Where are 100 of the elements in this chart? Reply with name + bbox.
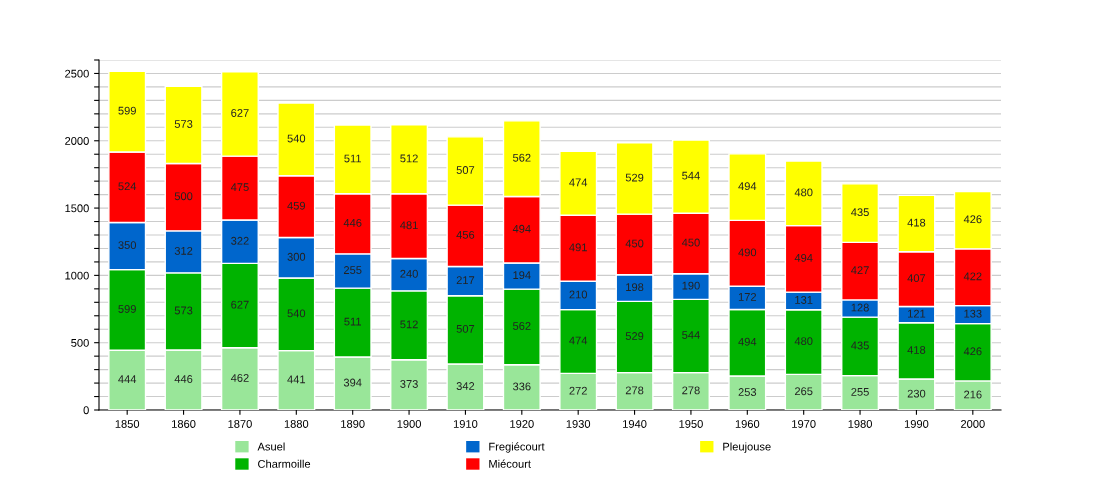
data-label: 494 — [512, 224, 531, 233]
x-tick-label: 1960 — [735, 420, 760, 428]
data-label: 418 — [907, 346, 926, 354]
data-label: 481 — [400, 221, 418, 230]
y-tick-label: 1000 — [65, 271, 89, 280]
data-label: 573 — [174, 120, 193, 128]
legend-label: Asuel — [257, 442, 285, 451]
data-label: 512 — [400, 154, 418, 163]
data-label: 255 — [851, 387, 869, 396]
data-label: 529 — [625, 173, 644, 182]
data-label: 491 — [569, 243, 587, 252]
data-label: 474 — [569, 178, 588, 187]
data-label: 494 — [738, 182, 757, 191]
data-label: 312 — [174, 246, 193, 255]
x-tick-label: 1920 — [510, 420, 534, 428]
data-label: 529 — [625, 332, 644, 340]
x-tick-label: 1930 — [566, 420, 591, 428]
data-label: 278 — [625, 386, 644, 395]
x-tick-label: 1940 — [623, 420, 647, 428]
data-label: 480 — [794, 188, 813, 197]
x-tick-label: 1910 — [453, 420, 478, 428]
y-tick-label: 2000 — [65, 137, 89, 145]
data-label: 507 — [456, 324, 475, 333]
data-label: 511 — [344, 154, 362, 163]
data-label: 573 — [174, 306, 193, 315]
y-tick-label: 1500 — [65, 204, 89, 213]
x-tick-label: 1990 — [904, 420, 929, 428]
data-label: 278 — [682, 386, 700, 395]
x-tick-label: 1870 — [228, 420, 252, 428]
data-label: 459 — [287, 201, 306, 210]
y-tick-label: 2500 — [65, 69, 89, 78]
x-tick-label: 2000 — [961, 420, 985, 428]
data-label: 494 — [738, 337, 757, 346]
data-label: 336 — [512, 382, 531, 391]
x-tick-label: 1970 — [792, 420, 816, 428]
x-tick-label: 1890 — [341, 420, 365, 428]
data-label: 422 — [963, 272, 982, 281]
data-label: 480 — [794, 337, 813, 345]
data-label: 599 — [118, 106, 136, 115]
data-label: 444 — [118, 375, 137, 383]
data-label: 456 — [456, 230, 475, 239]
data-label: 524 — [118, 182, 137, 191]
data-label: 562 — [512, 153, 531, 162]
data-label: 446 — [174, 375, 193, 383]
x-tick-label: 1950 — [679, 420, 703, 428]
data-label: 450 — [625, 239, 644, 248]
data-label: 198 — [626, 283, 644, 292]
data-label: 540 — [287, 134, 306, 143]
data-label: 255 — [343, 266, 362, 274]
data-label: 133 — [964, 309, 982, 318]
data-label: 265 — [794, 387, 813, 396]
data-label: 322 — [231, 236, 249, 245]
data-label: 210 — [569, 290, 588, 299]
data-label: 121 — [908, 309, 926, 318]
data-label: 373 — [400, 380, 418, 388]
data-label: 511 — [344, 317, 362, 326]
x-tick-label: 1900 — [397, 420, 421, 428]
x-tick-label: 1860 — [172, 420, 196, 428]
data-label: 475 — [230, 183, 249, 192]
data-label: 540 — [287, 309, 306, 318]
data-label: 474 — [569, 336, 588, 345]
data-label: 128 — [851, 303, 869, 312]
legend-label: Miécourt — [489, 459, 531, 468]
data-label: 627 — [231, 300, 249, 309]
data-label: 435 — [851, 341, 869, 350]
x-tick-label: 1980 — [848, 420, 872, 428]
data-label: 427 — [851, 266, 869, 275]
data-label: 407 — [907, 274, 926, 283]
data-label: 426 — [963, 215, 982, 224]
data-label: 240 — [400, 269, 418, 278]
y-tick-label: 500 — [71, 338, 89, 347]
data-label: 230 — [907, 389, 926, 398]
data-label: 426 — [963, 347, 982, 356]
x-tick-label: 1850 — [115, 420, 140, 428]
data-label: 462 — [230, 374, 249, 382]
x-tick-label: 1880 — [284, 420, 309, 428]
data-label: 272 — [569, 386, 587, 395]
data-label: 190 — [682, 281, 700, 290]
data-label: 599 — [118, 305, 136, 313]
data-label: 490 — [738, 248, 757, 257]
legend-label: Fregiécourt — [489, 442, 545, 453]
data-label: 441 — [287, 375, 306, 384]
data-label: 627 — [231, 109, 249, 117]
data-label: 544 — [682, 171, 700, 180]
data-label: 494 — [794, 253, 813, 262]
data-label: 342 — [456, 382, 475, 390]
data-label: 253 — [738, 388, 757, 396]
data-label: 216 — [964, 390, 982, 399]
data-label: 512 — [400, 320, 418, 329]
data-label: 172 — [738, 292, 757, 301]
data-label: 300 — [287, 252, 306, 261]
legend-label: Charmoille — [258, 459, 311, 468]
data-label: 131 — [795, 296, 813, 304]
data-label: 507 — [456, 166, 475, 174]
legend-label: Pleujouse — [723, 442, 771, 453]
data-label: 450 — [681, 238, 700, 247]
data-label: 446 — [343, 218, 362, 227]
data-label: 500 — [174, 192, 193, 201]
data-label: 435 — [851, 208, 869, 217]
data-label: 544 — [682, 331, 700, 339]
